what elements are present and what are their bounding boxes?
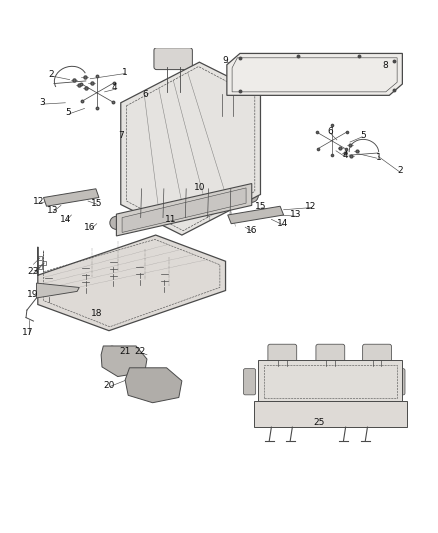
Circle shape: [113, 362, 122, 372]
Polygon shape: [122, 188, 246, 232]
Circle shape: [121, 349, 130, 357]
Polygon shape: [125, 368, 182, 403]
Text: 15: 15: [91, 199, 102, 208]
Circle shape: [245, 189, 258, 203]
Circle shape: [134, 369, 143, 378]
FancyBboxPatch shape: [363, 344, 392, 362]
Text: 4: 4: [343, 151, 349, 160]
Circle shape: [149, 372, 158, 381]
Circle shape: [83, 275, 89, 281]
Text: 2: 2: [48, 70, 54, 79]
Text: 6: 6: [328, 127, 333, 136]
FancyBboxPatch shape: [268, 344, 297, 362]
Text: 14: 14: [60, 215, 71, 224]
Polygon shape: [117, 183, 252, 236]
FancyBboxPatch shape: [212, 78, 244, 96]
Text: 2: 2: [397, 166, 403, 175]
Circle shape: [110, 268, 117, 274]
Text: 11: 11: [165, 215, 177, 224]
Polygon shape: [38, 235, 226, 330]
FancyBboxPatch shape: [244, 369, 256, 395]
Polygon shape: [36, 283, 79, 298]
FancyBboxPatch shape: [316, 344, 345, 362]
Text: 12: 12: [305, 202, 316, 211]
Text: 25: 25: [314, 418, 325, 427]
Circle shape: [137, 274, 143, 280]
Text: 8: 8: [382, 61, 388, 70]
Text: 18: 18: [91, 309, 102, 318]
Polygon shape: [258, 360, 403, 401]
Circle shape: [46, 285, 52, 290]
Polygon shape: [101, 346, 147, 376]
Text: 12: 12: [33, 197, 45, 206]
Text: 1: 1: [375, 153, 381, 162]
Text: 13: 13: [290, 211, 301, 220]
Text: 14: 14: [277, 219, 288, 228]
Text: 19: 19: [27, 290, 39, 300]
Text: 17: 17: [22, 328, 34, 337]
Circle shape: [143, 386, 151, 395]
Polygon shape: [227, 53, 403, 95]
FancyBboxPatch shape: [393, 369, 405, 395]
Text: 3: 3: [39, 98, 45, 107]
Text: 13: 13: [46, 206, 58, 215]
Circle shape: [137, 267, 143, 273]
Text: 22: 22: [135, 347, 146, 356]
Circle shape: [161, 274, 167, 280]
Circle shape: [46, 277, 52, 284]
Polygon shape: [254, 401, 407, 427]
Circle shape: [110, 261, 117, 268]
Circle shape: [83, 268, 89, 274]
Text: 5: 5: [66, 108, 71, 117]
Polygon shape: [121, 62, 261, 235]
FancyBboxPatch shape: [154, 48, 192, 70]
Text: 23: 23: [27, 267, 39, 276]
Polygon shape: [43, 189, 99, 206]
Circle shape: [161, 281, 167, 287]
Text: 9: 9: [223, 56, 229, 65]
Text: 1: 1: [122, 68, 128, 77]
Text: 16: 16: [246, 226, 258, 235]
Text: 4: 4: [111, 83, 117, 92]
Text: 16: 16: [85, 223, 96, 232]
Text: 7: 7: [118, 131, 124, 140]
Circle shape: [83, 282, 89, 288]
Circle shape: [110, 216, 123, 229]
Text: 21: 21: [120, 347, 131, 356]
Text: 15: 15: [255, 202, 266, 211]
Circle shape: [110, 275, 117, 281]
Text: 6: 6: [142, 90, 148, 99]
Text: 20: 20: [103, 381, 115, 390]
Polygon shape: [228, 206, 284, 224]
Circle shape: [46, 292, 52, 297]
Circle shape: [108, 346, 117, 354]
Text: 5: 5: [360, 131, 366, 140]
Text: 10: 10: [194, 183, 205, 192]
